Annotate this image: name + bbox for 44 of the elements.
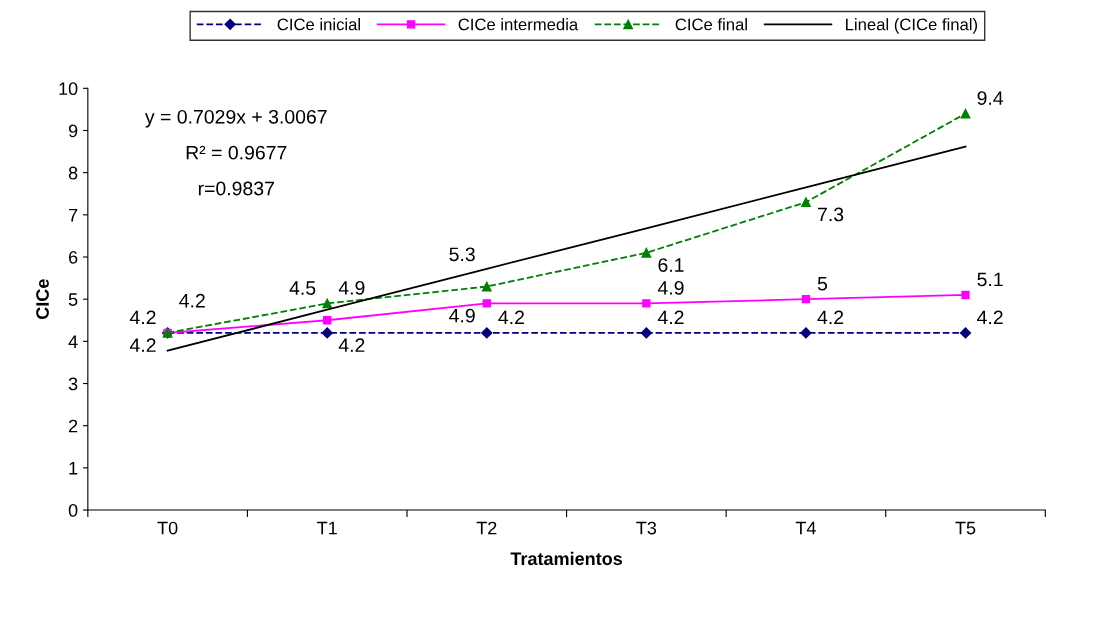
legend-label: Lineal (CICe final)	[846, 18, 978, 34]
data-label: 4.2	[657, 310, 684, 325]
x-tick-label: T2	[476, 521, 497, 535]
data-label: 4.9	[657, 280, 684, 295]
y-tick-label: 7	[69, 208, 78, 222]
y-tick-label: 4	[68, 335, 78, 348]
legend-label: CICe inicial	[277, 18, 360, 31]
x-tick-label: T5	[955, 521, 976, 535]
data-label: 4.9	[338, 280, 365, 295]
y-axis-title: CICe	[36, 279, 49, 320]
x-tick-label: T0	[157, 521, 178, 535]
annotation: R² = 0.9677	[186, 145, 287, 160]
legend-label: CICe intermedia	[458, 18, 579, 31]
y-tick-label: 10	[59, 82, 78, 96]
data-label: 4.9	[449, 308, 475, 323]
data-label: 9.4	[977, 91, 1004, 105]
data-label: 4.2	[179, 293, 205, 308]
x-axis-title: Tratamientos	[510, 551, 623, 566]
data-label: 7.3	[818, 207, 844, 222]
y-tick-label: 6	[68, 250, 78, 264]
y-tick-label: 9	[68, 124, 78, 138]
data-label: 4.2	[977, 310, 1003, 325]
data-label: 4.2	[498, 310, 524, 325]
y-tick-label: 1	[69, 461, 78, 475]
x-tick-label: T4	[795, 521, 816, 535]
data-label: 5.1	[977, 272, 1003, 287]
y-tick-label: 2	[68, 419, 78, 433]
y-tick-label: 8	[68, 166, 78, 180]
legend-label: CICe final	[675, 18, 747, 31]
y-tick-label: 3	[68, 377, 78, 391]
data-label: 4.2	[338, 338, 365, 352]
x-tick-label: T1	[317, 521, 337, 535]
y-tick-label: 5	[68, 293, 78, 306]
data-label: 4.2	[129, 338, 156, 352]
data-label: 4.5	[289, 281, 316, 295]
data-label: 4.2	[129, 310, 156, 325]
x-tick-label: T3	[636, 521, 657, 535]
y-tick-label: 0	[68, 503, 78, 517]
annotation: r=0.9837	[198, 181, 274, 196]
annotation: y = 0.7029x + 3.0067	[144, 109, 327, 128]
data-label: 4.2	[817, 310, 844, 325]
data-label: 5.3	[449, 247, 475, 262]
data-label: 6.1	[658, 258, 684, 272]
data-label: 5	[817, 276, 828, 291]
